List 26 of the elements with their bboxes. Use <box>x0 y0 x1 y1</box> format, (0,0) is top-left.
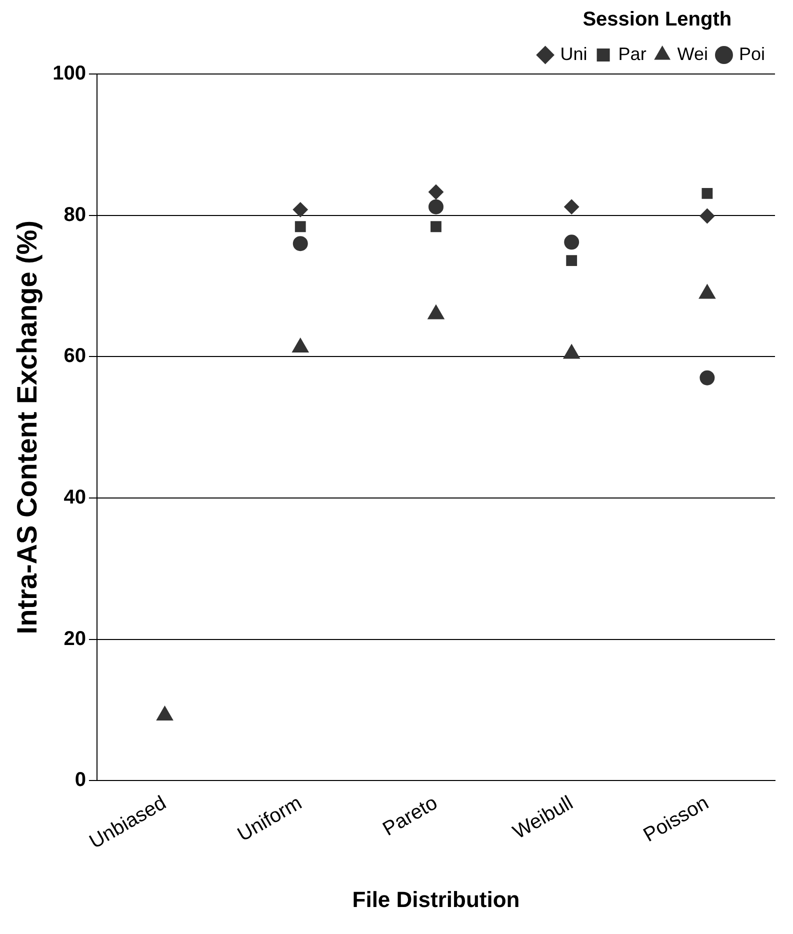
legend-label: Par <box>618 44 646 64</box>
point <box>702 188 713 199</box>
y-axis-title: Intra-AS Content Exchange (%) <box>12 220 43 634</box>
point <box>564 234 580 250</box>
y-tick-label: 60 <box>64 345 86 368</box>
legend-title: Session Length <box>582 8 732 31</box>
point <box>430 221 442 232</box>
point <box>700 208 715 224</box>
point <box>564 199 580 214</box>
point <box>428 199 444 214</box>
y-tick-label: 0 <box>74 769 86 792</box>
y-tick-label: 80 <box>64 204 86 226</box>
point <box>292 236 308 252</box>
point <box>156 706 174 721</box>
point <box>700 370 715 386</box>
legend-label: Poi <box>738 44 765 64</box>
legend-label: Uni <box>560 44 588 64</box>
x-axis-title: File Distribution <box>352 886 520 912</box>
point <box>294 221 306 232</box>
point <box>292 202 308 218</box>
y-tick-label: 100 <box>52 62 86 85</box>
y-tick-label: 20 <box>64 628 86 650</box>
point <box>566 255 578 266</box>
point <box>428 184 444 200</box>
legend-label: Wei <box>677 44 708 64</box>
y-tick-label: 40 <box>64 486 86 508</box>
